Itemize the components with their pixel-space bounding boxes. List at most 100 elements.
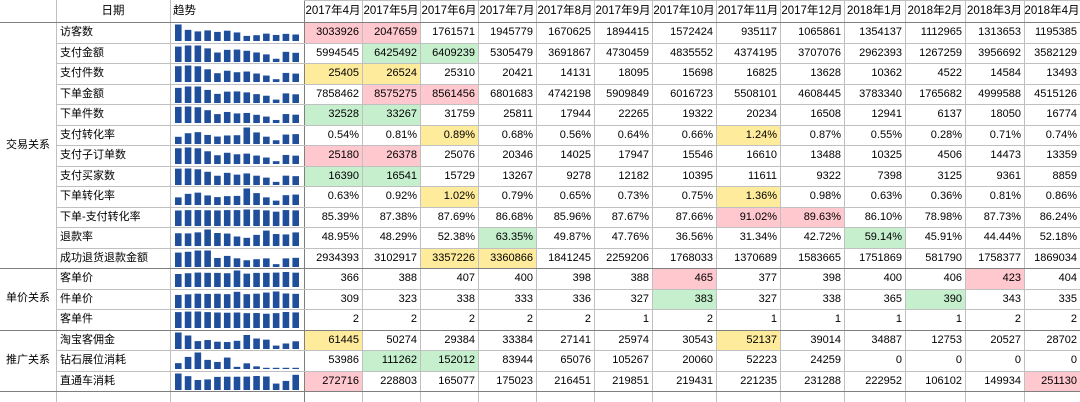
value-cell[interactable]: 25180	[305, 146, 362, 166]
header-trend[interactable]: 趋势	[173, 5, 196, 17]
value-cell[interactable]: 0.63%	[870, 190, 902, 202]
value-cell[interactable]: 338	[456, 292, 475, 305]
value-cell[interactable]: 0.89%	[421, 125, 478, 145]
value-cell[interactable]: 30543	[682, 333, 713, 346]
value-cell[interactable]: 2	[526, 313, 533, 325]
value-cell[interactable]: 2	[584, 313, 591, 325]
value-cell[interactable]: 5909849	[606, 87, 649, 100]
value-cell[interactable]: 17944	[560, 108, 591, 120]
value-cell[interactable]: 0.54%	[327, 128, 359, 141]
value-cell[interactable]: 85.96%	[553, 210, 591, 223]
value-cell[interactable]: 6016723	[670, 87, 713, 100]
value-cell[interactable]: 0.63%	[327, 190, 359, 202]
value-cell[interactable]: 44.44%	[983, 231, 1021, 243]
value-cell[interactable]: 14584	[990, 67, 1021, 79]
value-cell[interactable]: 8561456	[421, 84, 478, 104]
value-cell[interactable]: 91.02%	[717, 207, 780, 227]
value-cell[interactable]: 1	[770, 313, 777, 325]
value-cell[interactable]: 2934393	[316, 251, 359, 264]
value-cell[interactable]: 366	[340, 272, 359, 284]
value-cell[interactable]: 1765682	[919, 87, 962, 100]
value-cell[interactable]: 3956692	[978, 46, 1021, 59]
value-cell[interactable]: 333	[514, 292, 533, 305]
value-cell[interactable]: 106102	[925, 374, 962, 387]
value-cell[interactable]: 52223	[746, 354, 777, 366]
value-cell[interactable]: 17947	[618, 149, 649, 161]
value-cell[interactable]: 8575275	[363, 84, 420, 104]
value-cell[interactable]: 1761571	[432, 26, 475, 38]
header-month[interactable]: 2017年8月	[537, 5, 593, 17]
value-cell[interactable]: 1572424	[670, 26, 713, 38]
value-cell[interactable]: 272716	[305, 371, 362, 391]
row-label[interactable]: 件单价	[60, 292, 93, 305]
value-cell[interactable]: 49.87%	[553, 231, 591, 243]
value-cell[interactable]: 61445	[305, 330, 362, 350]
value-cell[interactable]: 216451	[554, 374, 591, 387]
row-label[interactable]: 淘宝客佣金	[60, 333, 115, 346]
header-month[interactable]: 2017年5月	[363, 5, 419, 17]
row-label[interactable]: 客单件	[60, 313, 93, 325]
header-month[interactable]: 2017年11月	[717, 5, 779, 17]
value-cell[interactable]: 7858462	[316, 87, 359, 100]
value-cell[interactable]: 390	[906, 289, 965, 309]
value-cell[interactable]: 39014	[810, 333, 841, 346]
value-cell[interactable]: 0.73%	[617, 190, 649, 202]
row-label[interactable]: 支付子订单数	[60, 149, 126, 161]
value-cell[interactable]: 31759	[444, 108, 475, 120]
value-cell[interactable]: 13493	[1046, 67, 1077, 79]
value-cell[interactable]: 16610	[746, 149, 777, 161]
value-cell[interactable]: 1841245	[548, 251, 591, 264]
row-label[interactable]: 支付转化率	[60, 128, 115, 141]
value-cell[interactable]: 0.81%	[385, 128, 417, 141]
header-month[interactable]: 2017年10月	[653, 5, 715, 17]
value-cell[interactable]: 0.87%	[809, 128, 841, 141]
value-cell[interactable]: 12753	[931, 333, 962, 346]
value-cell[interactable]: 86.24%	[1039, 210, 1077, 223]
value-cell[interactable]: 0.98%	[809, 190, 841, 202]
value-cell[interactable]: 2259206	[606, 251, 649, 264]
value-cell[interactable]: 406	[943, 272, 962, 284]
value-cell[interactable]: 1751869	[859, 251, 902, 264]
value-cell[interactable]: 16825	[746, 67, 777, 79]
value-cell[interactable]: 42.72%	[803, 231, 841, 243]
row-label[interactable]: 退款率	[60, 231, 93, 243]
header-month[interactable]: 2017年4月	[305, 5, 361, 17]
value-cell[interactable]: 219431	[676, 374, 713, 387]
value-cell[interactable]: 1.02%	[421, 187, 478, 207]
value-cell[interactable]: 15546	[682, 149, 713, 161]
value-cell[interactable]: 251130	[1025, 371, 1080, 391]
value-cell[interactable]: 111262	[363, 351, 420, 371]
value-cell[interactable]: 12941	[871, 108, 902, 120]
value-cell[interactable]: 20421	[502, 67, 533, 79]
value-cell[interactable]: 65076	[560, 354, 591, 366]
value-cell[interactable]: 222952	[865, 374, 902, 387]
value-cell[interactable]: 1112965	[920, 26, 962, 38]
value-cell[interactable]: 34887	[871, 333, 902, 346]
value-cell[interactable]: 398	[572, 272, 591, 284]
value-cell[interactable]: 9278	[566, 169, 591, 182]
value-cell[interactable]: 1768033	[670, 251, 713, 264]
value-cell[interactable]: 78.98%	[924, 210, 962, 223]
value-cell[interactable]: 20346	[502, 149, 533, 161]
value-cell[interactable]: 59.14%	[845, 228, 905, 248]
value-cell[interactable]: 465	[653, 269, 716, 289]
value-cell[interactable]: 1354137	[859, 26, 902, 38]
value-cell[interactable]: 0.66%	[681, 128, 713, 141]
value-cell[interactable]: 3125	[937, 169, 962, 182]
value-cell[interactable]: 87.69%	[437, 210, 475, 223]
value-cell[interactable]: 14473	[990, 149, 1021, 161]
value-cell[interactable]: 86.10%	[864, 210, 902, 223]
value-cell[interactable]: 86.68%	[495, 210, 533, 223]
header-month[interactable]: 2018年2月	[907, 5, 963, 17]
value-cell[interactable]: 52137	[717, 330, 780, 350]
value-cell[interactable]: 1370689	[734, 251, 777, 264]
value-cell[interactable]: 6409239	[421, 43, 478, 63]
value-cell[interactable]: 3707076	[798, 46, 841, 59]
value-cell[interactable]: 0	[955, 354, 962, 366]
value-cell[interactable]: 4506	[937, 149, 962, 161]
header-month[interactable]: 2017年9月	[595, 5, 651, 17]
value-cell[interactable]: 14025	[560, 149, 591, 161]
value-cell[interactable]: 149934	[984, 374, 1021, 387]
value-cell[interactable]: 3033926	[305, 23, 362, 43]
value-cell[interactable]: 6137	[937, 108, 962, 120]
